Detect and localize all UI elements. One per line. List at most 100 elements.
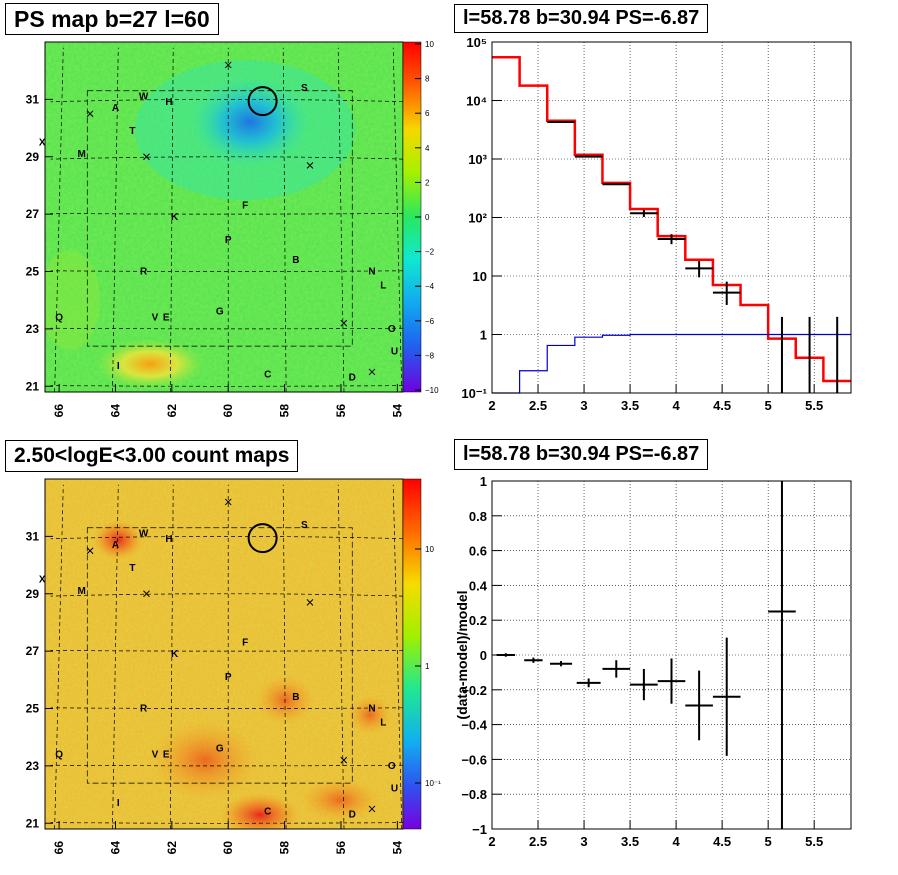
count-map-title: 2.50<logE<3.00 count maps — [5, 440, 299, 472]
count-map-source-labels: S W H A T X M F K P B R NL Q G V E O U I C D — [39, 498, 398, 821]
count-map-axes: 66 64 62 60 58 56 54 31 29 27 25 23 21 — [26, 529, 405, 854]
source-cross-marker — [86, 547, 94, 555]
y-tick-label: 10⁻¹ — [461, 386, 487, 401]
source-label: O — [388, 761, 396, 772]
target-circle — [247, 86, 278, 117]
target-circle — [247, 523, 278, 554]
source-label: C — [264, 807, 271, 818]
graticule-longitude — [392, 484, 403, 830]
ps-map-source-labels: S W H A T X M F K P B R NL Q G V E O U I C D — [39, 61, 398, 384]
x-tick-label: 56 — [334, 404, 348, 418]
source-cross-marker — [306, 162, 314, 169]
graticule-latitude — [50, 764, 404, 767]
source-cross-marker — [143, 153, 150, 161]
source-label: L — [380, 281, 386, 292]
source-cross-marker — [224, 498, 232, 506]
colorbar-tick-label: −10 — [425, 386, 439, 395]
source-label: E — [163, 749, 170, 760]
y-tick-label: 27 — [26, 644, 40, 658]
count-map-coordinate-grid — [50, 484, 404, 830]
source-label: M — [77, 149, 85, 160]
source-label: V — [152, 749, 159, 760]
residual-panel: 2 2.5 3 3.5 4 4.5 5 5.5 1 0.8 0.6 0.4 0.2 0 −0.2 −0.4 −0… — [454, 474, 852, 849]
y-tick-label: 27 — [26, 207, 40, 221]
source-label: W — [139, 91, 149, 102]
count-colorbar: 10 1 10⁻¹ — [402, 478, 441, 830]
x-tick-label: 4 — [672, 834, 680, 849]
source-label: E — [163, 312, 170, 323]
graticule-latitude — [50, 156, 404, 160]
x-tick-label: 4.5 — [713, 398, 731, 413]
source-label: N — [368, 266, 375, 277]
residual-title: l=58.78 b=30.94 PS=-6.87 — [454, 439, 709, 470]
ps-colorbar: 10 8 6 4 2 0 −2 −4 −6 −8 −10 — [402, 40, 439, 395]
source-label: A — [112, 540, 119, 551]
colorbar-tick-label: 10 — [425, 40, 434, 49]
spectrum-grid — [492, 42, 851, 393]
graticule-latitude — [50, 327, 404, 330]
y-tick-label: 1 — [480, 474, 487, 489]
source-cross-marker — [143, 590, 150, 598]
y-tick-label: 23 — [26, 759, 40, 773]
x-tick-label: 60 — [221, 404, 235, 418]
x-tick-label: 58 — [278, 841, 292, 855]
y-tick-label: 31 — [26, 529, 40, 543]
graticule-longitude — [112, 484, 119, 830]
y-tick-label: 0.6 — [469, 544, 487, 559]
graticule-longitude — [282, 47, 287, 393]
source-label: K — [171, 649, 179, 660]
source-label: V — [152, 312, 159, 323]
source-label: L — [380, 718, 386, 729]
source-label: W — [139, 528, 149, 539]
roi-boundary — [86, 90, 353, 347]
x-tick-label: 2.5 — [529, 834, 547, 849]
source-label: B — [292, 692, 299, 703]
graticule-latitude — [50, 270, 404, 272]
x-tick-label: 62 — [165, 404, 179, 418]
y-tick-label: 0.4 — [469, 578, 488, 593]
source-label: Q — [55, 312, 63, 323]
source-label: S — [301, 520, 308, 531]
y-tick-label: 29 — [26, 150, 40, 164]
source-label: O — [388, 324, 396, 335]
x-tick-label: 62 — [165, 841, 179, 855]
y-tick-label: 10 — [473, 269, 487, 284]
source-label: T — [129, 563, 135, 574]
graticule-longitude — [337, 484, 345, 830]
spectrum-series — [492, 55, 851, 394]
colorbar-tick-label: 10⁻¹ — [425, 779, 441, 788]
y-tick-label: −0.6 — [461, 752, 487, 767]
x-tick-label: 66 — [52, 404, 66, 418]
source-label: X — [39, 137, 46, 148]
model-histogram-red — [492, 55, 851, 383]
x-tick-label: 2.5 — [529, 398, 547, 413]
y-tick-label: −1 — [472, 822, 487, 837]
colorbar-tick-label: −6 — [425, 317, 435, 326]
graticule-longitude — [282, 484, 287, 830]
colorbar-tick-label: 0 — [425, 213, 430, 222]
y-tick-label: 0.8 — [469, 509, 487, 524]
y-tick-label: 29 — [26, 587, 40, 601]
source-label: P — [225, 235, 232, 246]
x-tick-label: 3 — [580, 398, 587, 413]
y-tick-label: 0.2 — [469, 613, 487, 628]
y-tick-label: 25 — [26, 265, 40, 279]
x-tick-label: 3.5 — [621, 398, 639, 413]
x-tick-label: 5 — [765, 834, 772, 849]
x-tick-label: 64 — [108, 404, 122, 418]
residual-grid — [492, 481, 851, 829]
graticule-latitude — [50, 213, 404, 215]
graticule-longitude — [392, 47, 403, 393]
source-label: Q — [55, 749, 63, 760]
x-tick-label: 54 — [390, 841, 404, 855]
colorbar-tick-label: 10 — [425, 545, 434, 554]
x-tick-label: 2 — [488, 834, 495, 849]
y-tick-label: 10² — [468, 211, 487, 226]
x-tick-label: 4 — [672, 398, 680, 413]
source-label: K — [171, 212, 179, 223]
graticule-longitude — [54, 484, 64, 830]
source-label: T — [129, 126, 135, 137]
source-label: H — [165, 534, 172, 545]
source-label: R — [140, 266, 148, 277]
